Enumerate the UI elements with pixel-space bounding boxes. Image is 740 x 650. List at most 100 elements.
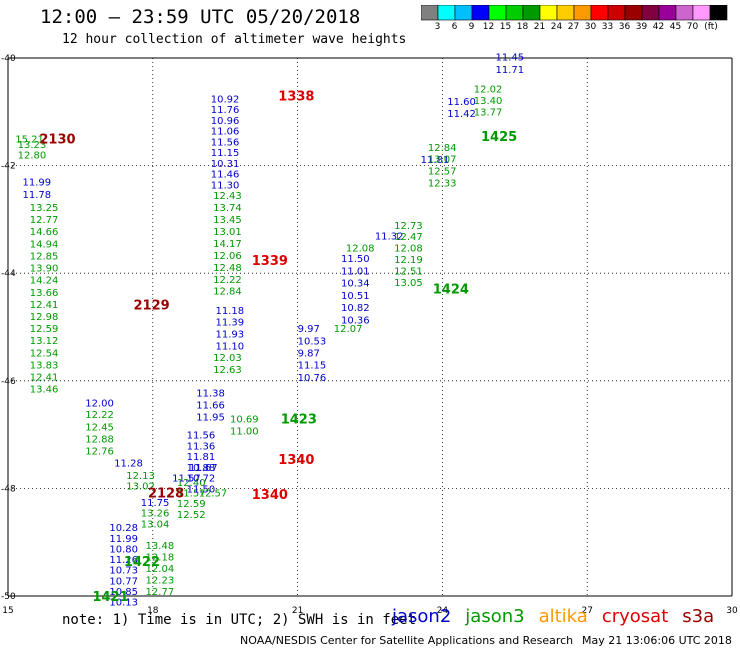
color-scale-label: 9 xyxy=(468,22,475,32)
wave-height-value: 11.99 xyxy=(109,534,138,545)
wave-height-value: 12.23 xyxy=(146,576,175,587)
wave-height-value: 11.26 xyxy=(109,555,138,566)
wave-height-value: 11.57 xyxy=(177,489,206,500)
wave-height-value: 13.40 xyxy=(474,96,503,107)
wave-height-value: 11.15 xyxy=(211,148,240,159)
wave-height-value: 11.36 xyxy=(187,441,216,452)
wave-height-value: 10.77 xyxy=(109,576,138,587)
wave-height-value: 14.66 xyxy=(30,227,59,238)
legend-jason2: jason2 xyxy=(392,606,452,627)
legend-cryosat: cryosat xyxy=(601,606,669,627)
wave-height-value: 12.22 xyxy=(85,410,114,421)
color-scale-label: 15 xyxy=(499,22,512,32)
wave-height-value: 10.31 xyxy=(211,159,240,170)
wave-height-value: 12.57 xyxy=(199,489,228,500)
color-scale-label: 27 xyxy=(567,22,580,32)
wave-height-value: 11.81 xyxy=(187,452,216,463)
color-scale-label: 12 xyxy=(482,22,495,32)
wave-height-value: 11.56 xyxy=(187,431,216,442)
wave-height-value: 11.18 xyxy=(216,306,245,317)
pass-label: 2129 xyxy=(133,298,169,313)
wave-height-value: 13.23 xyxy=(18,140,47,151)
color-scale-label: 18 xyxy=(516,22,529,32)
wave-height-value: 9.97 xyxy=(298,324,320,335)
wave-height-value: 13.12 xyxy=(30,336,59,347)
wave-height-value: 13.07 xyxy=(428,155,457,166)
wave-height-value: 11.95 xyxy=(196,413,225,424)
wave-height-value: 12.52 xyxy=(177,510,206,521)
wave-height-value: 11.71 xyxy=(495,65,524,76)
credit-line: NOAA/NESDIS Center for Satellite Applica… xyxy=(240,634,574,647)
wave-height-value: 12.06 xyxy=(213,251,242,262)
color-swatch xyxy=(709,5,728,21)
color-scale-label: 70 xyxy=(686,22,699,32)
pass-label: 1423 xyxy=(281,412,317,427)
wave-height-value: 11.30 xyxy=(211,180,240,191)
color-scale-label: 36 xyxy=(618,22,631,32)
pass-label: 1421 xyxy=(92,590,128,605)
wave-height-value: 10.72 xyxy=(187,474,216,485)
wave-height-value: 10.36 xyxy=(341,315,370,326)
wave-height-value: 12.08 xyxy=(346,243,375,254)
x-tick-label: 18 xyxy=(147,606,159,616)
wave-height-value: 12.13 xyxy=(126,471,155,482)
wave-height-value: 12.84 xyxy=(428,143,457,154)
y-tick-label: -46 xyxy=(1,377,16,387)
wave-height-value: 11.38 xyxy=(196,389,225,400)
y-tick-label: -40 xyxy=(1,54,16,64)
color-scale-label: 3 xyxy=(434,22,441,32)
color-scale-label: (ft) xyxy=(704,22,718,32)
wave-height-value: 10.53 xyxy=(298,336,327,347)
wave-height-value: 12.47 xyxy=(394,232,423,243)
wave-height-value: 12.33 xyxy=(428,178,457,189)
wave-height-value: 13.26 xyxy=(141,509,170,520)
wave-height-value: 11.15 xyxy=(298,361,327,372)
x-tick-label: 21 xyxy=(292,606,303,616)
legend-jason3: jason3 xyxy=(465,606,525,627)
wave-height-value: 13.01 xyxy=(213,227,242,238)
wave-height-value: 11.67 xyxy=(189,463,218,474)
wave-height-value: 12.22 xyxy=(213,275,242,286)
pass-label: 1339 xyxy=(252,254,288,269)
wave-height-value: 12.41 xyxy=(30,372,59,383)
wave-height-value: 12.88 xyxy=(85,434,114,445)
wave-height-value: 13.77 xyxy=(474,107,503,118)
wave-height-value: 12.54 xyxy=(30,348,59,359)
wave-height-value: 11.93 xyxy=(216,330,245,341)
wave-height-value: 11.10 xyxy=(216,342,245,353)
color-scale-label: 39 xyxy=(635,22,648,32)
color-scale-label: 42 xyxy=(652,22,665,32)
wave-height-value: 10.82 xyxy=(341,303,370,314)
wave-height-value: 13.45 xyxy=(213,215,242,226)
wave-height-value: 12.45 xyxy=(85,422,114,433)
wave-height-value: 12.80 xyxy=(18,151,47,162)
wave-height-value: 12.48 xyxy=(213,263,242,274)
color-scale-label: 6 xyxy=(451,22,458,32)
wave-height-value: 11.60 xyxy=(447,97,476,108)
wave-height-value: 13.04 xyxy=(141,519,170,530)
color-scale-label: 30 xyxy=(584,22,597,32)
wave-height-value: 12.85 xyxy=(30,251,59,262)
wave-height-value: 12.59 xyxy=(30,324,59,335)
wave-height-value: 11.00 xyxy=(230,426,259,437)
wave-height-values: 13.2312.8011.9911.7813.2512.7714.6614.94… xyxy=(15,52,524,608)
wave-height-value: 12.00 xyxy=(85,398,114,409)
wave-height-value: 9.87 xyxy=(298,349,320,360)
x-tick-label: 27 xyxy=(581,606,592,616)
wave-height-value: 10.80 xyxy=(109,544,138,555)
wave-height-value: 11.78 xyxy=(22,190,51,201)
wave-height-value: 10.92 xyxy=(211,94,240,105)
wave-height-value: 11.66 xyxy=(196,401,225,412)
wave-height-value: 15.21 xyxy=(15,135,44,146)
wave-height-value: 11.46 xyxy=(211,170,240,181)
axis-ticks: 15 18 21 24 27 30 -40 -42 -44 -46 -48 -50 xyxy=(1,54,738,616)
y-tick-label: -50 xyxy=(1,592,16,602)
map-grid xyxy=(7,57,733,597)
wave-height-value: 11.42 xyxy=(447,109,476,120)
wave-height-value: 13.02 xyxy=(126,482,155,493)
wave-height-value: 13.05 xyxy=(394,278,423,289)
wave-height-value: 11.06 xyxy=(211,127,240,138)
wave-height-value: 11.28 xyxy=(114,459,143,470)
wave-height-value: 10.88 xyxy=(187,463,216,474)
